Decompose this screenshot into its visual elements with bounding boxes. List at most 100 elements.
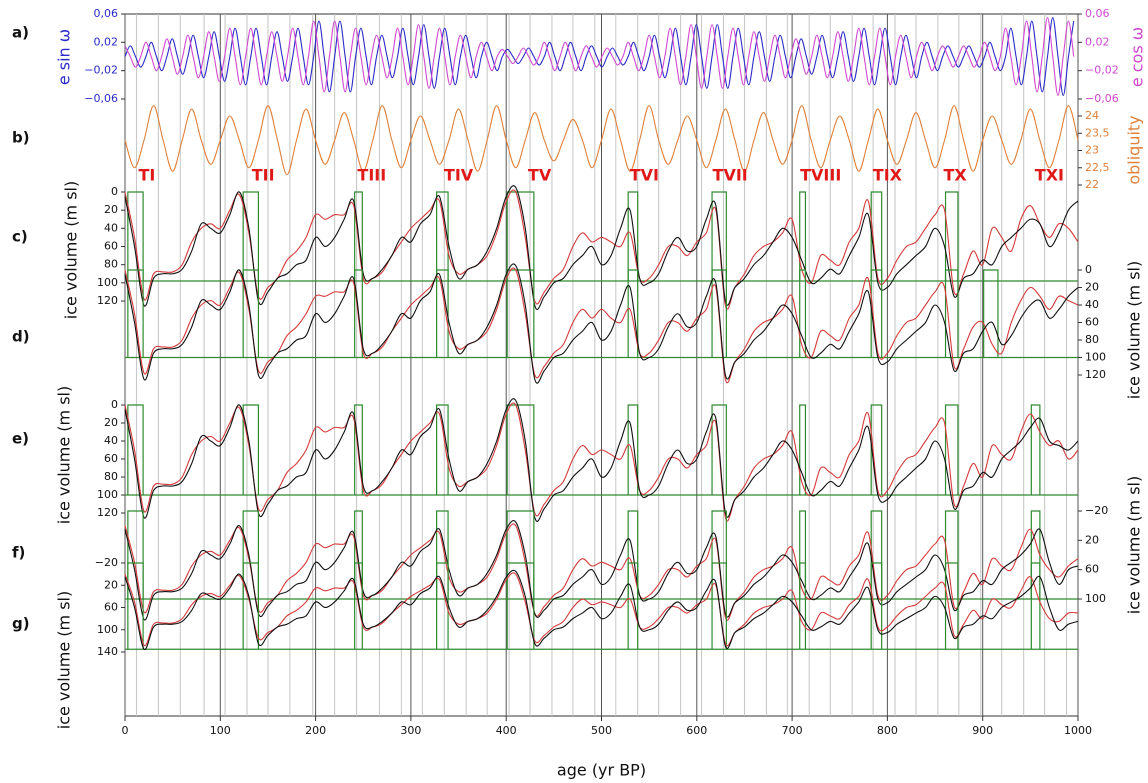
y-tick-label: 22,5 bbox=[1085, 161, 1110, 174]
step-window bbox=[944, 510, 959, 599]
y-tick-label: 20 bbox=[104, 578, 118, 591]
step-window bbox=[506, 191, 535, 282]
step-window bbox=[870, 404, 883, 495]
step-window bbox=[711, 562, 727, 650]
step-window bbox=[354, 404, 363, 495]
series-line bbox=[124, 263, 1079, 384]
step-window bbox=[627, 562, 639, 650]
step-window bbox=[711, 191, 727, 282]
y-tick-label: −20 bbox=[95, 556, 118, 569]
termination-label: TI bbox=[138, 166, 155, 185]
step-window bbox=[944, 269, 959, 358]
y-axis-title: ice volume (m sl) bbox=[1125, 261, 1144, 399]
step-window bbox=[627, 269, 639, 358]
step-window bbox=[983, 269, 999, 358]
y-tick-label: 0,06 bbox=[1085, 7, 1110, 20]
step-window bbox=[711, 269, 727, 358]
step-window bbox=[1030, 510, 1041, 599]
x-tick-label: 0 bbox=[122, 724, 129, 737]
y-tick-label: 0,02 bbox=[1085, 35, 1110, 48]
y-tick-label: 23 bbox=[1085, 144, 1099, 157]
series-line bbox=[124, 398, 1079, 522]
termination-label: TV bbox=[528, 166, 552, 185]
series-line bbox=[124, 520, 1079, 621]
y-tick-label: 0 bbox=[111, 185, 118, 198]
panel-label: b) bbox=[12, 129, 30, 147]
step-window bbox=[127, 510, 144, 599]
x-axis-title: age (yr BP) bbox=[557, 761, 646, 780]
step-window bbox=[799, 562, 807, 650]
termination-label: TVI bbox=[630, 166, 659, 185]
step-window bbox=[242, 562, 260, 650]
y-tick-label: 0,02 bbox=[94, 35, 119, 48]
x-tick-label: 300 bbox=[400, 724, 421, 737]
step-window bbox=[242, 269, 260, 358]
y-tick-label: 0,06 bbox=[94, 7, 119, 20]
x-tick-label: 1000 bbox=[1064, 724, 1092, 737]
step-window bbox=[506, 510, 535, 599]
series-line bbox=[124, 16, 1075, 97]
y-tick-label: 100 bbox=[97, 623, 118, 636]
y-tick-label: 60 bbox=[1085, 316, 1099, 329]
y-tick-label: 40 bbox=[104, 221, 118, 234]
step-window bbox=[711, 510, 727, 599]
step-window bbox=[354, 562, 363, 650]
y-tick-label: 40 bbox=[104, 434, 118, 447]
y-tick-label: −0,06 bbox=[1085, 92, 1119, 105]
y-axis-title: e sin ω bbox=[55, 29, 74, 85]
y-tick-label: 60 bbox=[1085, 563, 1099, 576]
y-tick-label: 100 bbox=[1085, 351, 1106, 364]
y-tick-label: 100 bbox=[97, 276, 118, 289]
y-tick-label: −0,06 bbox=[84, 92, 118, 105]
step-window bbox=[799, 404, 807, 495]
y-tick-label: 80 bbox=[104, 470, 118, 483]
series-line bbox=[124, 189, 1079, 310]
step-window bbox=[944, 191, 959, 282]
panel-label: a) bbox=[12, 24, 29, 42]
y-tick-label: −20 bbox=[1085, 504, 1108, 517]
termination-label: TIX bbox=[873, 166, 903, 185]
step-window bbox=[354, 191, 363, 282]
panel-label: e) bbox=[12, 430, 29, 448]
step-window bbox=[354, 510, 363, 599]
step-window bbox=[799, 191, 807, 282]
y-tick-label: 40 bbox=[1085, 298, 1099, 311]
series-line bbox=[124, 16, 1075, 97]
panel-label: c) bbox=[12, 228, 28, 246]
y-tick-label: 60 bbox=[104, 240, 118, 253]
y-tick-label: 20 bbox=[1085, 533, 1099, 546]
step-window bbox=[127, 562, 144, 650]
step-window bbox=[242, 191, 260, 282]
y-tick-label: 140 bbox=[97, 645, 118, 658]
step-window bbox=[436, 510, 449, 599]
step-window bbox=[242, 510, 260, 599]
step-window bbox=[506, 404, 535, 495]
series-line bbox=[124, 523, 1079, 621]
y-tick-label: 23,5 bbox=[1085, 126, 1110, 139]
y-tick-label: 100 bbox=[1085, 592, 1106, 605]
series-line bbox=[124, 572, 1079, 647]
step-window bbox=[870, 562, 883, 650]
panel-label: d) bbox=[12, 328, 30, 346]
y-tick-label: 100 bbox=[97, 488, 118, 501]
step-window bbox=[627, 191, 639, 282]
step-window bbox=[627, 510, 639, 599]
y-axis-title: ice volume (m sl) bbox=[62, 181, 81, 319]
step-window bbox=[354, 269, 363, 358]
y-tick-label: 60 bbox=[104, 452, 118, 465]
y-tick-label: 0 bbox=[1085, 263, 1092, 276]
termination-label: TX bbox=[943, 166, 967, 185]
y-tick-label: 20 bbox=[104, 416, 118, 429]
step-window bbox=[127, 404, 144, 495]
y-tick-label: 60 bbox=[104, 601, 118, 614]
x-tick-label: 100 bbox=[210, 724, 231, 737]
x-tick-label: 700 bbox=[782, 724, 803, 737]
termination-label: TVIII bbox=[800, 166, 841, 185]
termination-label: TIV bbox=[444, 166, 474, 185]
y-axis-title: e cos ω bbox=[1128, 27, 1147, 87]
termination-label: TII bbox=[252, 166, 275, 185]
step-window bbox=[1030, 562, 1041, 650]
step-window bbox=[1030, 404, 1041, 495]
y-tick-label: 24 bbox=[1085, 109, 1099, 122]
x-tick-label: 400 bbox=[496, 724, 517, 737]
